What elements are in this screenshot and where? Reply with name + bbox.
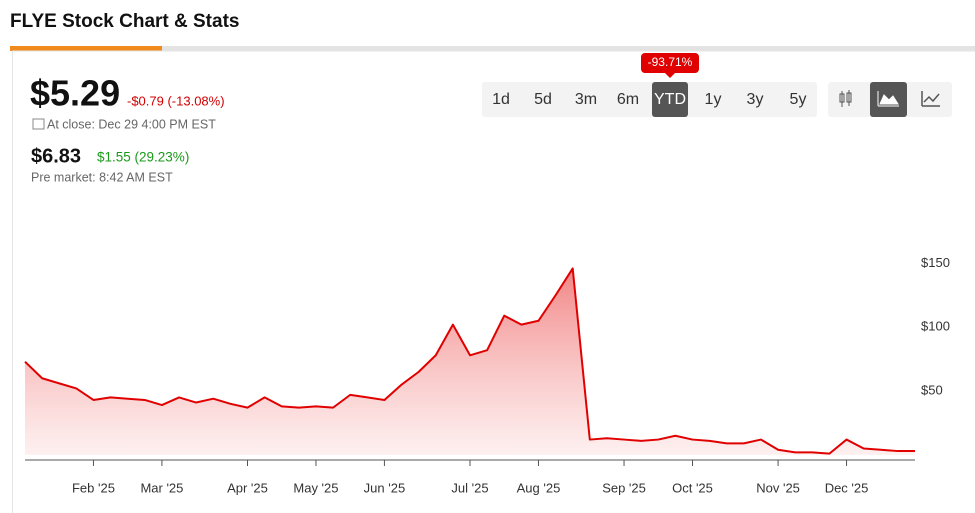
x-tick-label: Sep '25 [602, 480, 646, 495]
y-tick-label: $150 [921, 255, 950, 270]
x-tick-label: Apr '25 [227, 480, 268, 495]
premarket-price: $6.83 [31, 145, 81, 167]
range-button[interactable]: 5y [790, 91, 807, 108]
x-tick-label: Jun '25 [364, 480, 406, 495]
calendar-icon [32, 118, 45, 130]
range-badge: -93.71% [648, 55, 693, 69]
page-title: FLYE Stock Chart & Stats [10, 11, 239, 32]
price-line [24, 267, 915, 455]
area-icon [877, 91, 899, 107]
price-change: -$0.79 (-13.08%) [127, 93, 225, 108]
range-button[interactable]: 5d [534, 91, 552, 108]
range-button[interactable]: 3m [575, 91, 597, 108]
x-tick-label: Feb '25 [72, 480, 115, 495]
y-tick-label: $50 [921, 382, 943, 397]
tab-active [10, 46, 162, 51]
range-button[interactable]: 1d [492, 91, 510, 108]
range-button[interactable]: 3y [747, 91, 764, 108]
area-fill [25, 268, 915, 455]
range-active-bg [652, 82, 688, 117]
x-tick-label: Aug '25 [517, 480, 561, 495]
card [12, 50, 975, 513]
price: $5.29 [30, 73, 120, 114]
x-tick-label: Oct '25 [672, 480, 713, 495]
premarket-change: $1.55 (29.23%) [97, 150, 189, 165]
range-button[interactable]: 6m [617, 91, 639, 108]
x-tick-label: May '25 [293, 480, 338, 495]
candle-icon[interactable] [839, 90, 852, 107]
range-button[interactable]: YTD [654, 91, 686, 108]
premarket-time: Pre market: 8:42 AM EST [31, 170, 173, 184]
range-badge-bg [641, 53, 699, 73]
range-button[interactable]: 1y [705, 91, 722, 108]
x-tick-label: Dec '25 [825, 480, 869, 495]
x-tick-label: Nov '25 [756, 480, 800, 495]
range-group [482, 82, 817, 117]
y-tick-label: $100 [921, 319, 950, 334]
line-icon[interactable] [921, 91, 940, 107]
x-tick-label: Jul '25 [451, 480, 488, 495]
range-badge-tip [665, 73, 675, 78]
close-time: At close: Dec 29 4:00 PM EST [47, 117, 216, 131]
x-tick-label: Mar '25 [140, 480, 183, 495]
tab-rail [10, 46, 975, 51]
